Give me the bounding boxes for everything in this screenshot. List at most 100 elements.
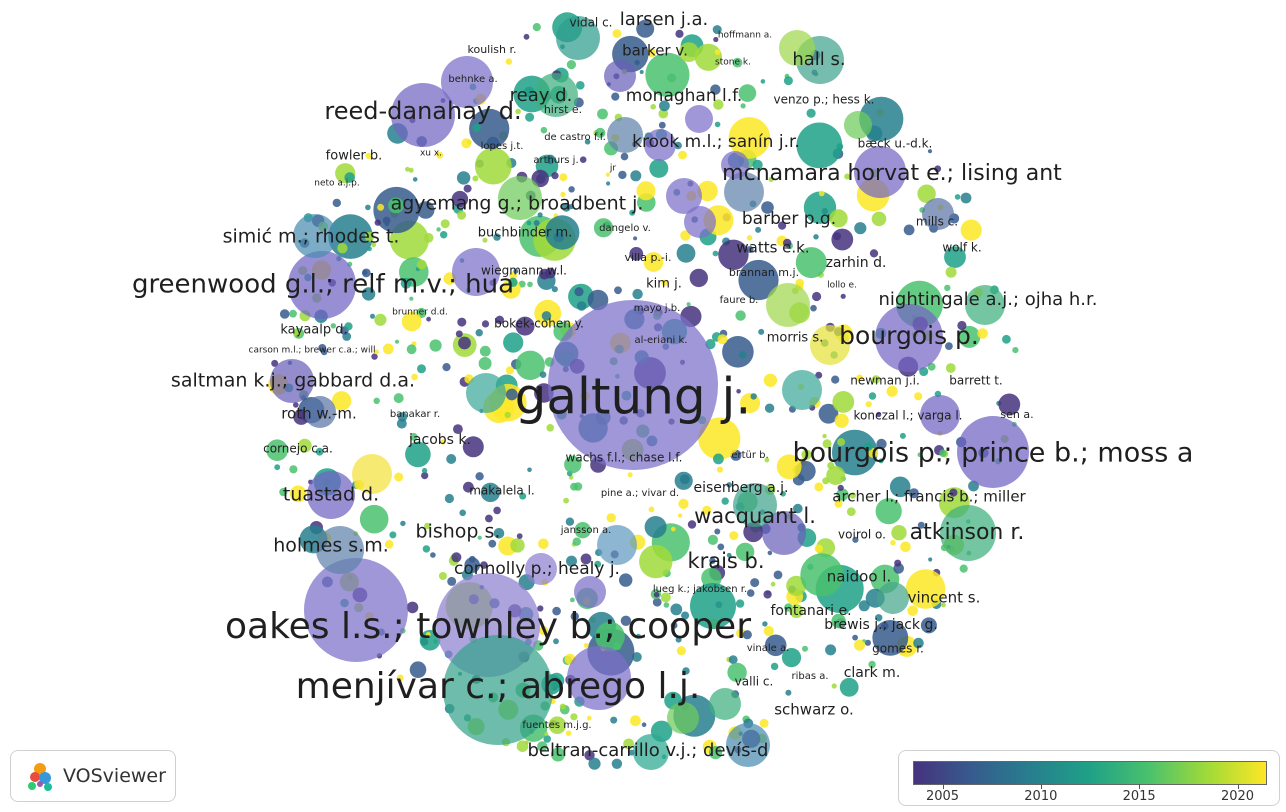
network-node[interactable]	[852, 634, 858, 641]
network-node[interactable]	[728, 117, 771, 159]
network-node[interactable]	[878, 458, 884, 464]
network-node[interactable]	[537, 605, 544, 612]
network-node[interactable]	[293, 214, 337, 258]
network-node[interactable]	[783, 76, 793, 86]
network-node[interactable]	[401, 311, 422, 332]
node-label[interactable]: buchbinder m.	[478, 226, 573, 241]
network-node[interactable]	[271, 359, 279, 367]
network-node[interactable]	[854, 222, 867, 235]
network-node[interactable]	[650, 104, 656, 110]
network-node[interactable]	[814, 482, 824, 492]
network-node[interactable]	[739, 351, 747, 359]
network-node[interactable]	[371, 242, 377, 248]
network-node[interactable]	[440, 231, 448, 239]
node-label[interactable]: lollo e.	[827, 281, 857, 291]
network-node[interactable]	[702, 505, 712, 515]
node-label[interactable]: reay d.	[510, 85, 573, 106]
network-node[interactable]	[307, 471, 355, 519]
network-node[interactable]	[894, 559, 902, 567]
network-node[interactable]	[800, 553, 844, 597]
network-node[interactable]	[755, 226, 762, 233]
network-node[interactable]	[770, 662, 779, 671]
network-node[interactable]	[619, 573, 633, 587]
network-node[interactable]	[671, 526, 676, 532]
network-node[interactable]	[854, 639, 865, 651]
node-label[interactable]: connolly p.; healy j.	[454, 559, 620, 579]
network-node[interactable]	[722, 336, 754, 368]
network-node[interactable]	[526, 220, 532, 226]
network-node[interactable]	[718, 239, 749, 270]
node-label[interactable]: roth w.-m.	[281, 405, 357, 423]
network-node[interactable]	[629, 209, 636, 216]
network-node[interactable]	[708, 746, 723, 760]
network-node[interactable]	[527, 281, 533, 288]
network-node[interactable]	[604, 60, 636, 92]
node-label[interactable]: saltman k.j.; gabbard d.a.	[171, 370, 415, 392]
network-node[interactable]	[822, 433, 827, 439]
network-node[interactable]	[903, 224, 915, 236]
network-node[interactable]	[773, 570, 783, 580]
network-node[interactable]	[456, 171, 471, 185]
network-node[interactable]	[409, 433, 418, 441]
network-node[interactable]	[537, 212, 543, 218]
network-node[interactable]	[436, 227, 441, 232]
network-node[interactable]	[463, 481, 474, 493]
network-node[interactable]	[675, 29, 684, 38]
node-label[interactable]: bourgois p.	[839, 321, 979, 350]
network-node[interactable]	[423, 233, 434, 243]
network-node[interactable]	[382, 343, 394, 355]
network-node[interactable]	[959, 564, 968, 573]
node-label[interactable]: watts e.k.	[736, 239, 809, 257]
node-label[interactable]: jr	[609, 164, 617, 174]
network-node[interactable]	[939, 449, 947, 457]
network-node[interactable]	[667, 702, 699, 734]
network-node[interactable]	[766, 283, 810, 327]
network-node[interactable]	[674, 141, 682, 150]
network-node[interactable]	[977, 328, 988, 339]
node-label[interactable]: makalela l.	[469, 484, 535, 498]
network-node[interactable]	[813, 234, 819, 240]
network-node[interactable]	[545, 215, 580, 250]
network-node[interactable]	[400, 520, 406, 527]
network-node[interactable]	[735, 310, 746, 321]
network-node[interactable]	[279, 309, 290, 319]
network-node[interactable]	[421, 472, 429, 480]
network-node[interactable]	[440, 219, 450, 229]
network-node[interactable]	[453, 424, 463, 434]
network-node[interactable]	[960, 192, 972, 204]
network-node[interactable]	[574, 522, 591, 539]
network-node[interactable]	[717, 334, 728, 345]
network-node[interactable]	[293, 328, 302, 337]
network-node[interactable]	[690, 583, 736, 629]
node-label[interactable]: hirst e.	[544, 103, 582, 116]
network-node[interactable]	[389, 531, 397, 539]
network-node[interactable]	[588, 757, 601, 770]
network-node[interactable]	[374, 219, 381, 226]
network-node[interactable]	[818, 190, 825, 197]
network-node[interactable]	[785, 689, 792, 696]
network-node[interactable]	[400, 277, 412, 289]
network-node[interactable]	[687, 520, 697, 529]
network-node[interactable]	[472, 175, 479, 182]
network-node[interactable]	[810, 325, 850, 365]
network-node[interactable]	[869, 249, 879, 258]
network-node[interactable]	[960, 219, 982, 241]
network-node[interactable]	[469, 108, 510, 149]
network-node[interactable]	[523, 33, 530, 40]
network-node[interactable]	[763, 625, 774, 637]
node-label[interactable]: kayaalp d.	[280, 323, 347, 338]
node-label[interactable]: bishop s.	[416, 521, 501, 543]
network-node[interactable]	[545, 154, 556, 165]
network-node[interactable]	[945, 342, 953, 350]
network-node[interactable]	[527, 467, 532, 473]
node-label[interactable]: arthurs j.	[533, 155, 578, 166]
node-label[interactable]: oakes l.s.; townley b.; cooper	[225, 606, 751, 647]
network-node[interactable]	[580, 553, 592, 565]
network-node[interactable]	[764, 634, 787, 657]
network-node[interactable]	[597, 108, 608, 120]
node-label[interactable]: faure b.	[720, 295, 759, 306]
node-label[interactable]: sen a.	[1000, 408, 1033, 421]
network-node[interactable]	[822, 439, 832, 449]
network-node[interactable]	[574, 576, 606, 608]
network-node[interactable]	[707, 534, 719, 546]
